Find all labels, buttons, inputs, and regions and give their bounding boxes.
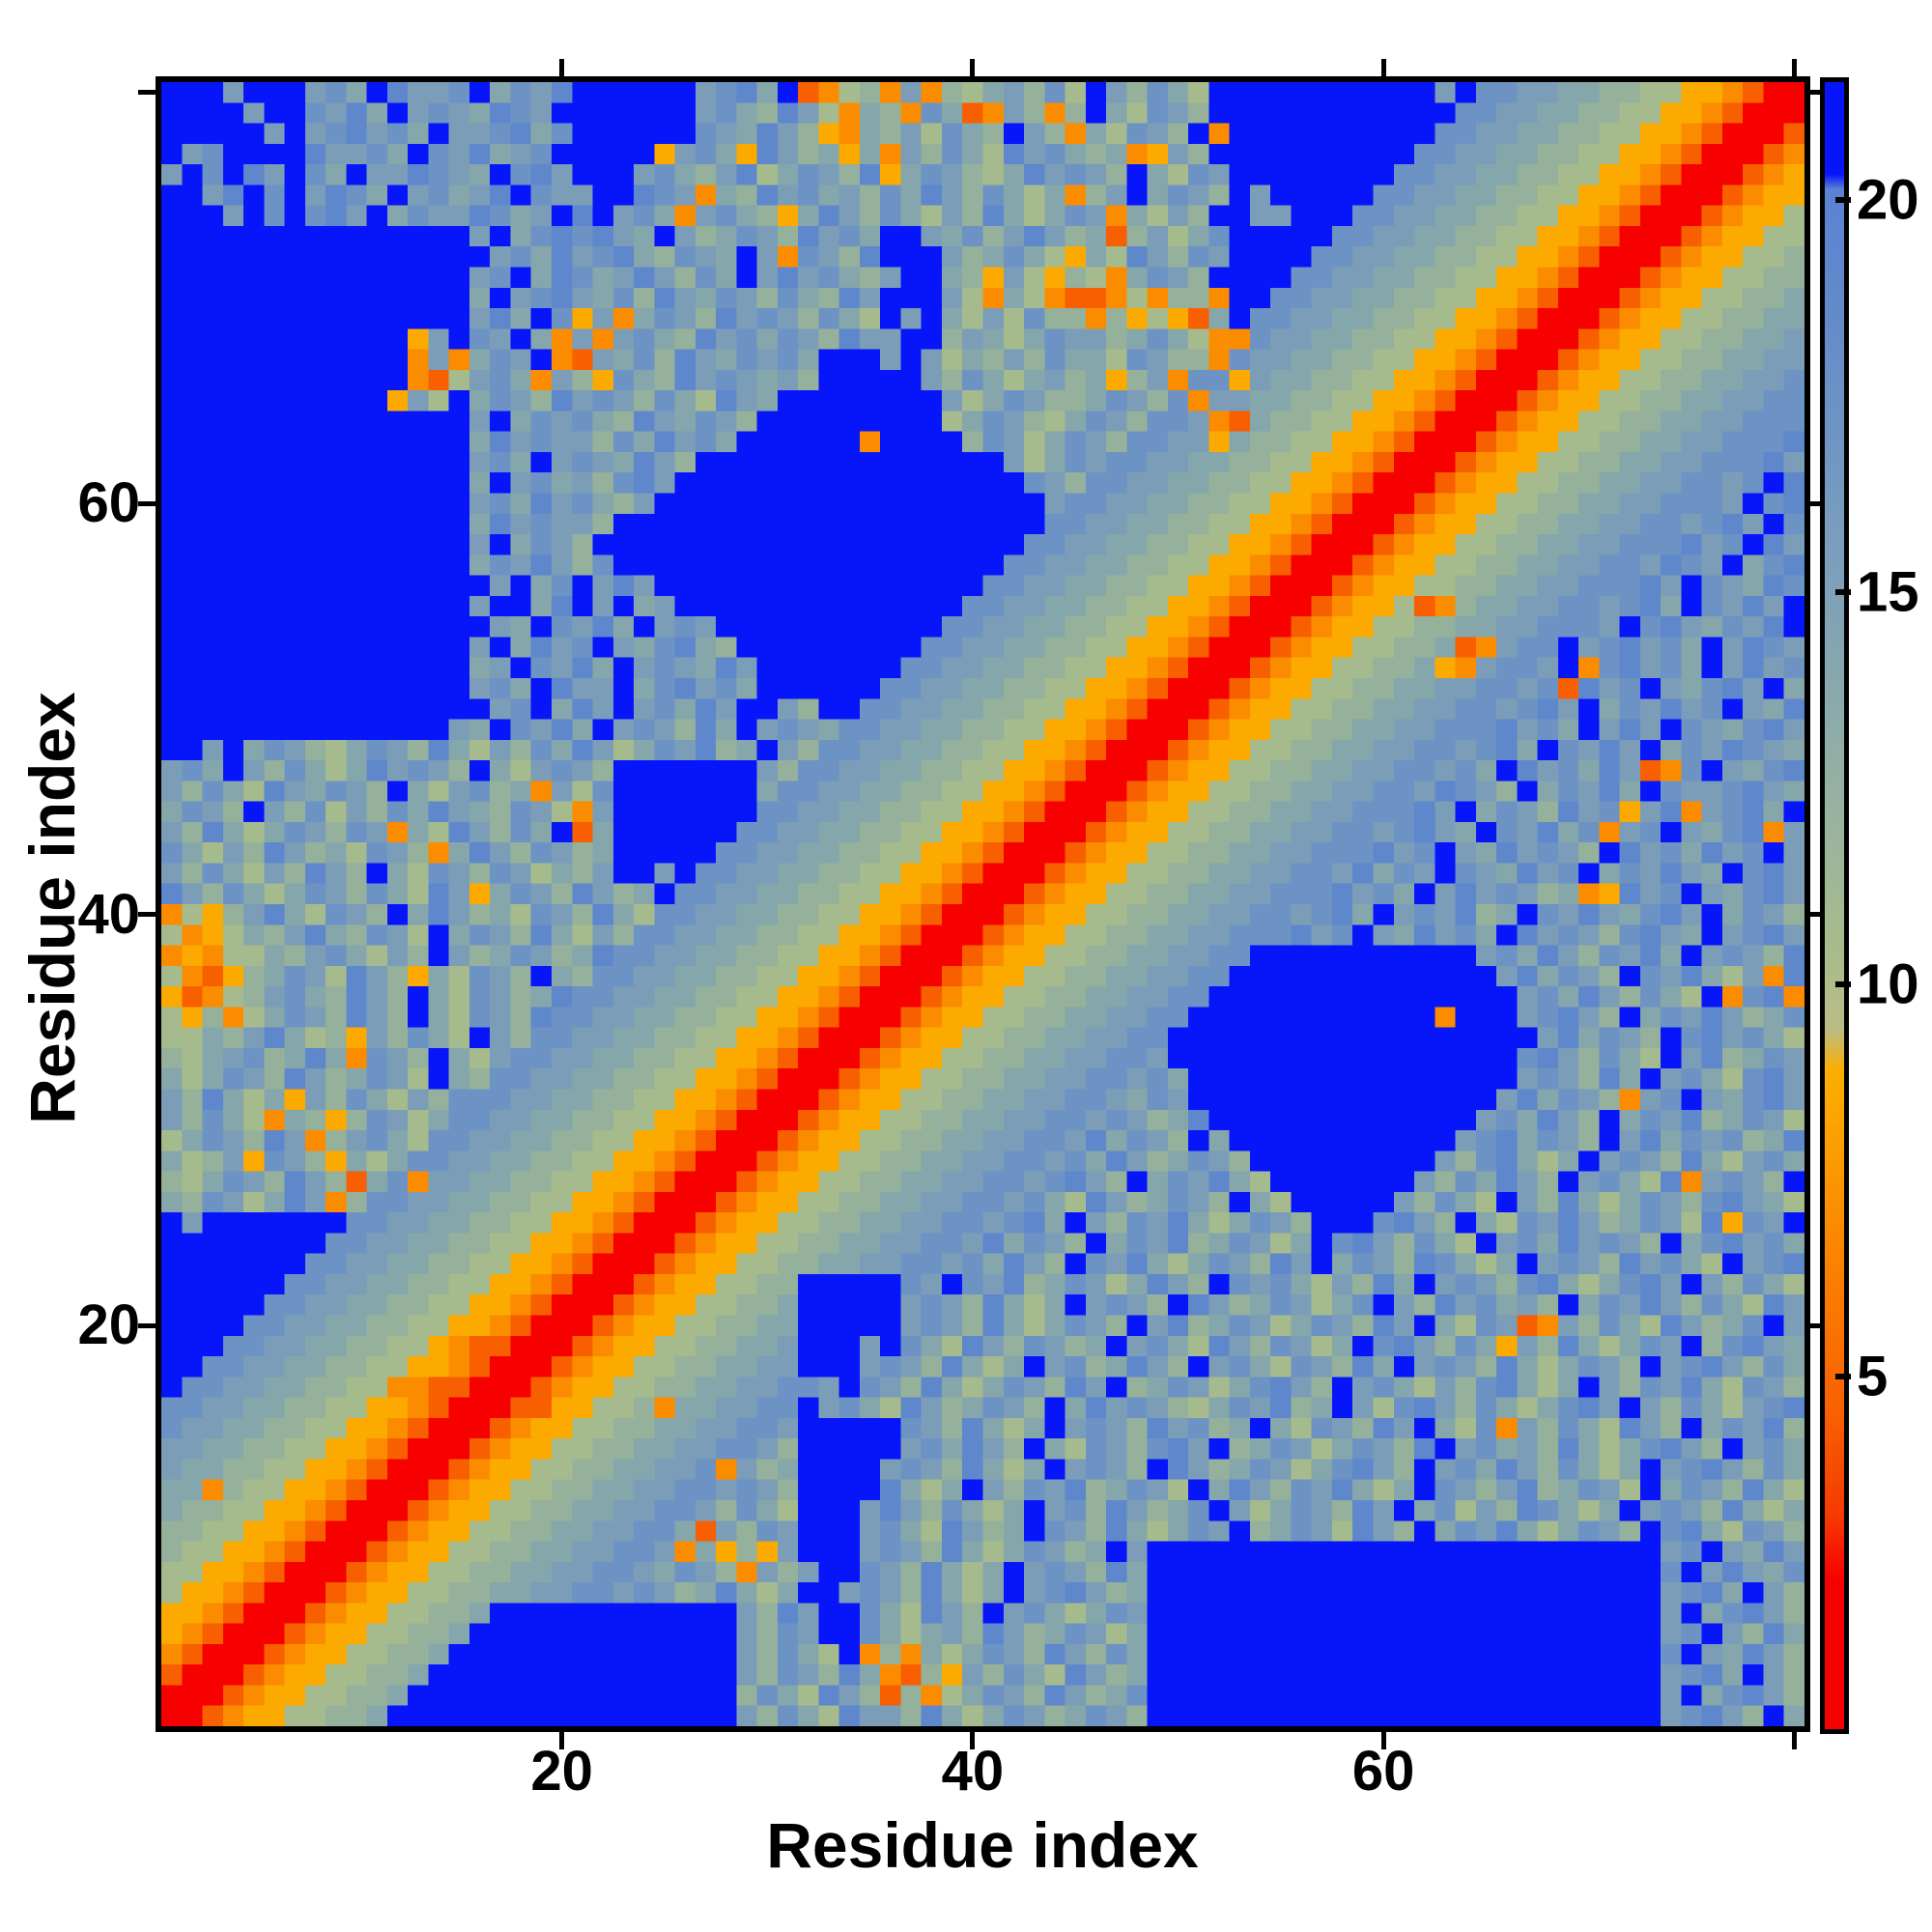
- x-axis-tick: [559, 1732, 565, 1749]
- colorbar-tick: [1835, 980, 1851, 987]
- y-axis-tick: [138, 1322, 156, 1328]
- colorbar: [1820, 77, 1849, 1734]
- y-axis-right-tick: [1810, 500, 1828, 506]
- colorbar-tick-label: 10: [1857, 952, 1919, 1016]
- x-axis-top-tick: [1791, 59, 1797, 76]
- colorbar-tick-label: 20: [1857, 168, 1919, 232]
- y-axis-title: Residue index: [16, 692, 88, 1124]
- colorbar-tick-label: 5: [1857, 1345, 1889, 1408]
- y-axis-tick-label: 20: [77, 1293, 140, 1357]
- distance-matrix-heatmap: [161, 82, 1804, 1726]
- colorbar-tick: [1835, 588, 1851, 595]
- colorbar-tick-label: 15: [1857, 560, 1919, 624]
- x-axis-tick-label: 20: [530, 1740, 593, 1803]
- x-axis-top-tick: [970, 59, 976, 76]
- x-axis-tick-label: 60: [1351, 1740, 1415, 1803]
- y-axis-tick: [138, 500, 156, 506]
- y-axis-right-tick: [1810, 90, 1828, 96]
- colorbar-tick: [1835, 196, 1851, 203]
- x-axis-top-tick: [559, 59, 565, 76]
- x-axis-top-tick: [1380, 59, 1386, 76]
- y-axis-tick: [138, 912, 156, 918]
- y-axis-tick: [138, 90, 156, 96]
- x-axis-tick-label: 40: [941, 1740, 1005, 1803]
- x-axis-tick: [1791, 1732, 1797, 1749]
- y-axis-right-tick: [1810, 912, 1828, 918]
- y-axis-right-tick: [1810, 1322, 1828, 1328]
- y-axis-tick-label: 40: [77, 882, 140, 946]
- x-axis-title: Residue index: [766, 1809, 1199, 1881]
- colorbar-tick: [1835, 1373, 1851, 1379]
- x-axis-tick: [970, 1732, 976, 1749]
- y-axis-tick-label: 60: [77, 471, 140, 535]
- x-axis-tick: [1380, 1732, 1386, 1749]
